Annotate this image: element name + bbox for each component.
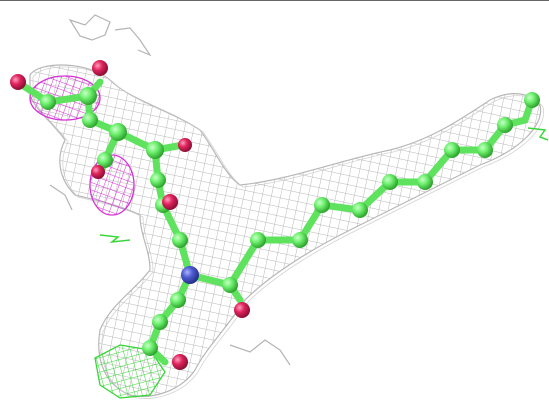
difference-density-positive [94, 127, 549, 399]
top-divider [0, 0, 549, 1]
nitrogen-atoms [181, 266, 199, 284]
oxygen-atoms [10, 60, 250, 370]
